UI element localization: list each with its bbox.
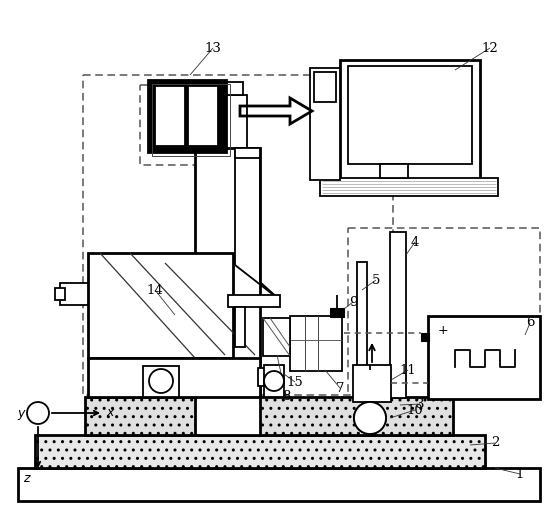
Bar [428, 316, 540, 399]
Bar [235, 148, 260, 158]
Bar [228, 295, 280, 307]
Text: 2: 2 [491, 436, 499, 450]
Circle shape [149, 369, 173, 393]
Text: 13: 13 [205, 41, 222, 55]
Bar [152, 84, 230, 156]
Text: 7: 7 [336, 382, 344, 394]
Bar [264, 365, 284, 397]
Bar [143, 366, 179, 397]
Bar [207, 95, 247, 148]
Bar [340, 60, 480, 180]
Text: 9: 9 [349, 295, 357, 309]
Bar [140, 85, 240, 165]
Bar [353, 365, 391, 402]
Bar [348, 228, 540, 399]
Bar [248, 397, 453, 435]
Text: 4: 4 [411, 236, 419, 248]
Bar [211, 82, 243, 95]
Text: 11: 11 [400, 363, 416, 377]
Bar [60, 283, 88, 305]
Bar [421, 333, 429, 341]
Bar [235, 307, 245, 347]
Text: 6: 6 [526, 316, 534, 330]
Bar [352, 70, 468, 160]
Bar [18, 468, 540, 501]
Circle shape [354, 402, 386, 434]
Text: 8: 8 [282, 389, 290, 403]
Bar [357, 262, 367, 397]
Bar [88, 253, 233, 358]
Text: 15: 15 [287, 376, 304, 388]
Wedge shape [354, 402, 370, 434]
Bar [390, 232, 406, 398]
Text: z: z [23, 472, 29, 484]
Bar [195, 148, 260, 435]
Bar [83, 75, 393, 395]
Bar [380, 164, 408, 178]
Text: 3: 3 [416, 398, 424, 410]
Bar [330, 308, 344, 317]
Circle shape [354, 402, 386, 434]
Bar [263, 318, 290, 356]
Bar [148, 80, 226, 152]
Text: 12: 12 [482, 41, 498, 55]
Bar [348, 66, 472, 164]
Text: 14: 14 [147, 284, 163, 296]
Bar [155, 86, 185, 146]
Bar [290, 316, 342, 371]
Text: 5: 5 [372, 273, 380, 287]
Text: 10: 10 [407, 404, 424, 416]
Text: +: + [437, 324, 448, 337]
Bar [314, 72, 336, 102]
Circle shape [27, 402, 49, 424]
Bar [88, 358, 260, 397]
Text: y: y [17, 406, 25, 420]
Bar [55, 288, 65, 300]
Bar [320, 178, 498, 196]
Circle shape [264, 371, 284, 391]
Bar [85, 397, 225, 435]
Bar [35, 435, 485, 468]
Text: x: x [107, 406, 114, 420]
Bar [188, 86, 218, 146]
Bar [258, 368, 280, 386]
Bar [310, 68, 340, 180]
Text: 1: 1 [516, 468, 524, 480]
